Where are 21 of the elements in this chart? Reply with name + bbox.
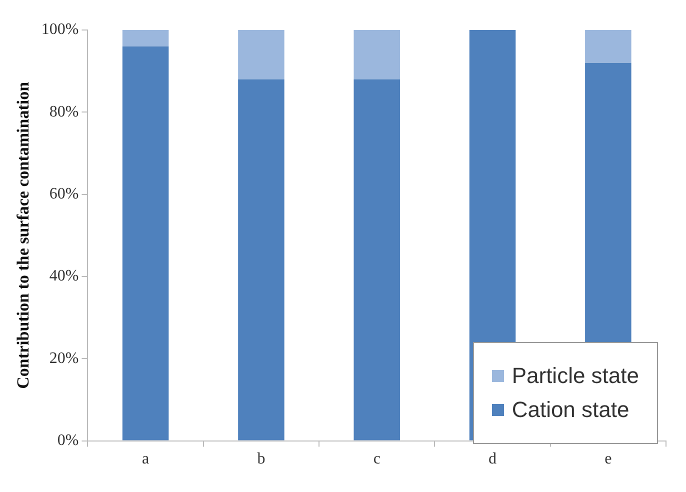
y-tick-label: 60%: [49, 186, 79, 203]
y-tick-label: 100%: [41, 21, 79, 38]
x-tick-label: c: [373, 450, 380, 468]
y-tick-label: 20%: [49, 350, 79, 367]
bar: [122, 30, 169, 46]
legend-label: Particle state: [512, 363, 639, 389]
bar: [354, 79, 400, 440]
bar: [122, 46, 169, 440]
bar: [238, 30, 284, 80]
y-axis-title: Contribution to the surface contamination: [14, 81, 33, 389]
x-tick-label: b: [257, 450, 266, 468]
y-tick-label: 80%: [49, 103, 79, 120]
x-tick-label: e: [604, 450, 612, 468]
y-tick-label: 0%: [57, 432, 79, 450]
x-tick-label: a: [142, 450, 150, 468]
legend-label: Cation state: [512, 397, 630, 423]
bar: [354, 30, 400, 80]
bar: [585, 30, 632, 63]
bar: [238, 79, 284, 440]
x-tick-label: d: [488, 450, 497, 468]
y-tick-label: 40%: [49, 268, 79, 285]
